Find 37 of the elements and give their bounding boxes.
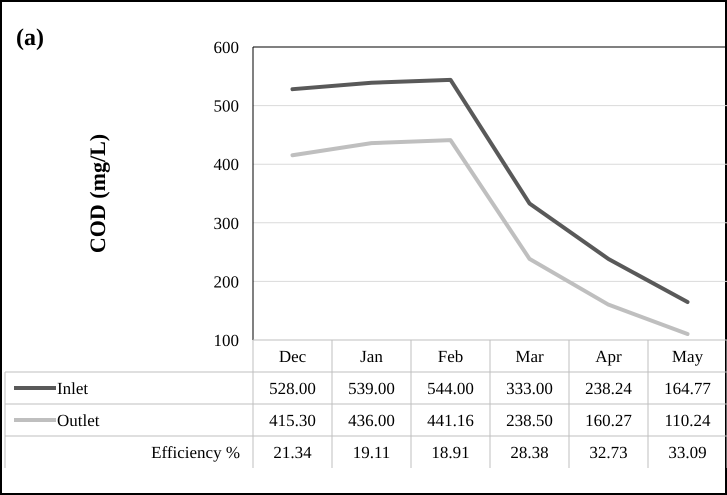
line-series	[290, 78, 690, 304]
legend-label: Outlet	[57, 410, 100, 430]
x-tick-label: Dec	[278, 346, 307, 366]
x-tick-label: Jan	[360, 346, 384, 366]
y-tick-label: 200	[214, 272, 239, 292]
text: 28.38	[510, 442, 549, 462]
text: (a)	[16, 25, 44, 51]
y-tick-label: 300	[214, 214, 239, 233]
data-label: 333.00	[506, 378, 553, 398]
text: 19.11	[352, 442, 390, 462]
data-label: 441.16	[427, 410, 474, 430]
data-label: 238.24	[585, 378, 632, 398]
text: Efficiency %	[151, 442, 240, 462]
data-label: 164.77	[664, 378, 712, 398]
x-tick-label: Feb	[438, 346, 464, 366]
line-series	[290, 138, 690, 336]
data-label: 436.00	[348, 410, 395, 430]
y-tick-label: 600	[214, 38, 239, 57]
data-label: 415.30	[269, 410, 316, 430]
y-tick-label: 100	[214, 330, 239, 350]
text: 21.34	[273, 442, 312, 462]
data-label: 110.24	[664, 410, 712, 430]
data-label: 160.27	[585, 410, 632, 430]
y-tick-label: 500	[214, 96, 239, 116]
text: 18.91	[431, 442, 470, 462]
y-tick-label: 400	[214, 155, 239, 174]
x-tick-label: Mar	[515, 346, 544, 366]
legend-label: Inlet	[57, 378, 88, 398]
data-label: 539.00	[348, 378, 395, 398]
data-label: 238.50	[506, 410, 553, 430]
y-axis-title: COD (mg/L)	[85, 134, 110, 254]
text: 32.73	[589, 442, 628, 462]
x-tick-label: Apr	[595, 346, 622, 366]
data-label: 528.00	[269, 378, 316, 398]
x-tick-label: May	[672, 346, 704, 366]
data-label: 544.00	[427, 378, 474, 398]
text: 33.09	[668, 442, 707, 462]
